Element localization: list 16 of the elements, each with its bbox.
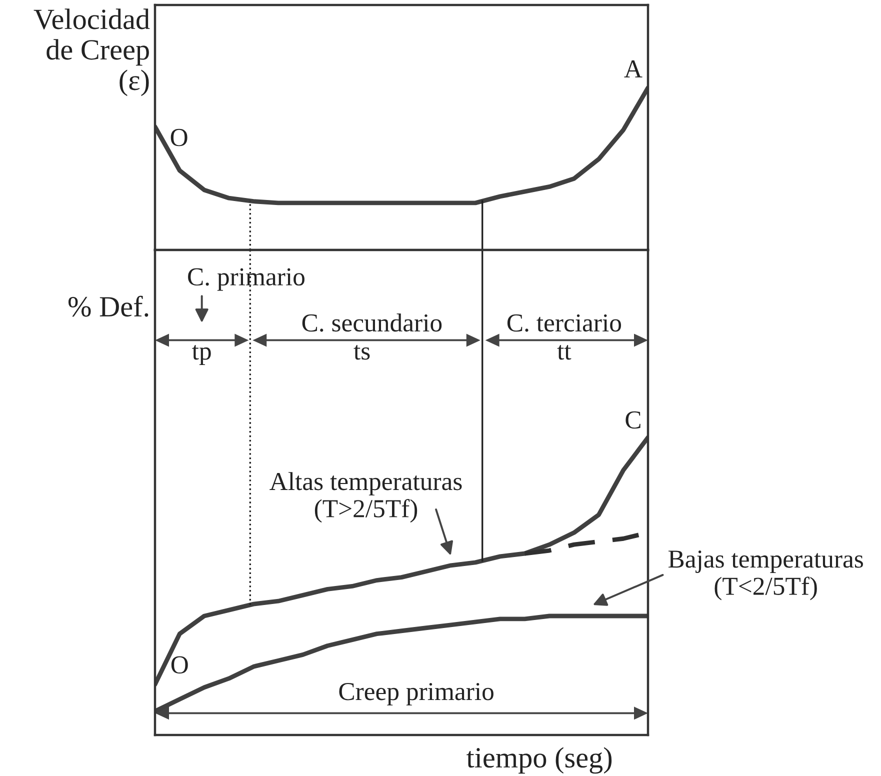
- text: ts: [354, 345, 370, 360]
- y-axis-title: Velocidad de Creep (ε): [34, 8, 150, 96]
- text: C: [626, 411, 640, 429]
- text: C. primario: [188, 268, 304, 291]
- annotation: O: [170, 128, 188, 146]
- x-axis-title: tiempo (seg): [466, 747, 612, 774]
- annotation: Altas temperaturas (T>2/5Tf): [270, 472, 462, 523]
- text: A: [624, 60, 642, 78]
- text: tt: [557, 345, 572, 360]
- y-axis-title: % Def.: [68, 296, 148, 317]
- text: Bajas temperaturas (T<2/5Tf): [668, 550, 863, 600]
- annotation: Creep primario: [339, 682, 494, 706]
- text: C. secundario: [302, 314, 442, 332]
- annotation: O: [171, 656, 188, 674]
- text: tp: [192, 345, 211, 365]
- text: C. terciario: [507, 314, 621, 332]
